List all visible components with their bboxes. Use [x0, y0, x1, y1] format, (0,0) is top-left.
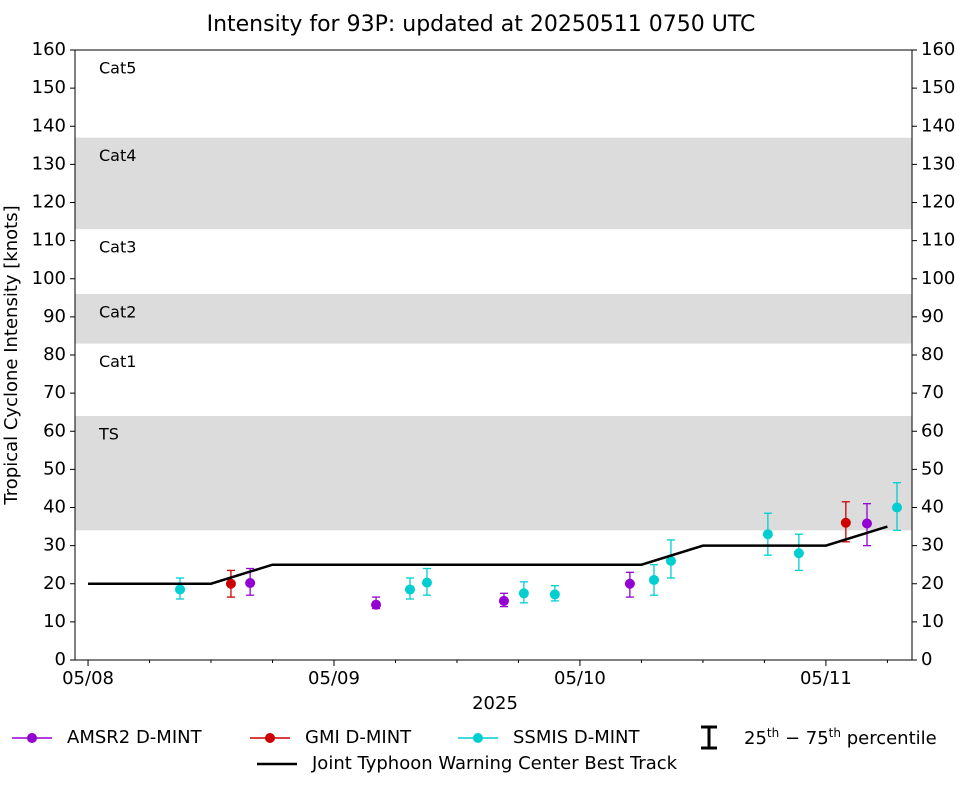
legend-label: GMI D-MINT — [305, 727, 412, 748]
data-point — [421, 577, 432, 588]
y-tick-label: 20 — [43, 573, 66, 594]
best-track-line — [88, 525, 888, 585]
legend-marker — [473, 733, 483, 743]
y2-tick-label: 70 — [921, 382, 944, 403]
x-tick-label: 05/10 — [554, 668, 606, 689]
legend-label: SSMIS D-MINT — [513, 727, 640, 748]
y-tick-label: 50 — [43, 458, 66, 479]
y2-tick-label: 60 — [921, 420, 944, 441]
data-point — [498, 595, 509, 606]
legend-errorbar-part: − 75 — [779, 728, 828, 749]
x-tick-label: 05/09 — [308, 668, 360, 689]
intensity-band — [75, 294, 912, 344]
y2-tick-label: 100 — [921, 268, 955, 289]
band-label: Cat4 — [99, 146, 136, 165]
legend-marker — [265, 733, 275, 743]
y-tick-label: 120 — [32, 192, 66, 213]
x-axis-label: 2025 — [472, 693, 518, 714]
data-point — [245, 577, 256, 588]
x-tick-label: 05/11 — [800, 668, 852, 689]
y2-tick-label: 0 — [921, 649, 932, 670]
legend-errorbar-label: 25th − 75th percentile — [744, 726, 937, 749]
data-point — [549, 589, 560, 600]
y2-tick-label: 110 — [921, 230, 955, 251]
y-tick-label: 90 — [43, 306, 66, 327]
data-point — [793, 548, 804, 559]
y-tick-label: 130 — [32, 153, 66, 174]
data-point — [518, 588, 529, 599]
y-tick-label: 160 — [32, 39, 66, 60]
band-label: Cat3 — [99, 238, 136, 257]
legend-marker — [27, 733, 37, 743]
y2-tick-label: 80 — [921, 344, 944, 365]
y-tick-label: 40 — [43, 497, 66, 518]
intensity-band — [75, 137, 912, 230]
y-tick-label: 10 — [43, 611, 66, 632]
band-label: TS — [98, 425, 119, 444]
y2-tick-label: 40 — [921, 497, 944, 518]
legend-label: AMSR2 D-MINT — [67, 727, 203, 748]
y-tick-label: 150 — [32, 77, 66, 98]
data-point — [624, 578, 635, 589]
legend-errorbar-part: percentile — [841, 728, 937, 749]
chart-title: Intensity for 93P: updated at 20250511 0… — [207, 12, 756, 37]
y2-tick-label: 10 — [921, 611, 944, 632]
y-tick-label: 60 — [43, 420, 66, 441]
y2-tick-label: 160 — [921, 39, 955, 60]
data-point — [175, 584, 186, 595]
y-tick-label: 70 — [43, 382, 66, 403]
legend-label: Joint Typhoon Warning Center Best Track — [311, 753, 678, 774]
intensity-band — [75, 416, 912, 531]
data-point — [762, 529, 773, 540]
y2-tick-label: 130 — [921, 153, 955, 174]
y2-tick-label: 140 — [921, 115, 955, 136]
data-point — [861, 518, 872, 529]
y-tick-label: 140 — [32, 115, 66, 136]
y2-tick-label: 120 — [921, 192, 955, 213]
data-point — [225, 578, 236, 589]
y-tick-label: 30 — [43, 535, 66, 556]
y-tick-label: 0 — [55, 649, 66, 670]
band-label: Cat1 — [99, 352, 136, 371]
y-tick-label: 100 — [32, 268, 66, 289]
legend-errorbar-part: 25 — [744, 728, 767, 749]
y-tick-label: 80 — [43, 344, 66, 365]
data-point — [648, 574, 659, 585]
y-axis-label: Tropical Cyclone Intensity [knots] — [1, 205, 22, 505]
data-point — [665, 555, 676, 566]
y2-tick-label: 150 — [921, 77, 955, 98]
legend-errorbar-part: th — [829, 726, 841, 740]
legend-errorbar-icon — [701, 725, 717, 750]
y2-tick-label: 30 — [921, 535, 944, 556]
data-point — [891, 502, 902, 513]
y2-tick-label: 90 — [921, 306, 944, 327]
data-point — [371, 599, 382, 610]
y2-tick-label: 20 — [921, 573, 944, 594]
y-tick-label: 110 — [32, 230, 66, 251]
data-point — [404, 584, 415, 595]
y2-tick-label: 50 — [921, 458, 944, 479]
band-label: Cat2 — [99, 303, 136, 322]
legend-errorbar-part: th — [767, 726, 779, 740]
data-point — [840, 517, 851, 528]
band-label: Cat5 — [99, 59, 136, 78]
x-tick-label: 05/08 — [62, 668, 114, 689]
